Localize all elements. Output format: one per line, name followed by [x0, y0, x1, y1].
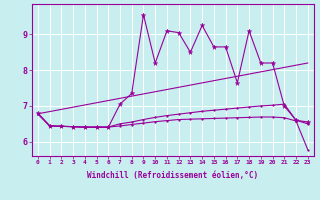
- X-axis label: Windchill (Refroidissement éolien,°C): Windchill (Refroidissement éolien,°C): [87, 171, 258, 180]
